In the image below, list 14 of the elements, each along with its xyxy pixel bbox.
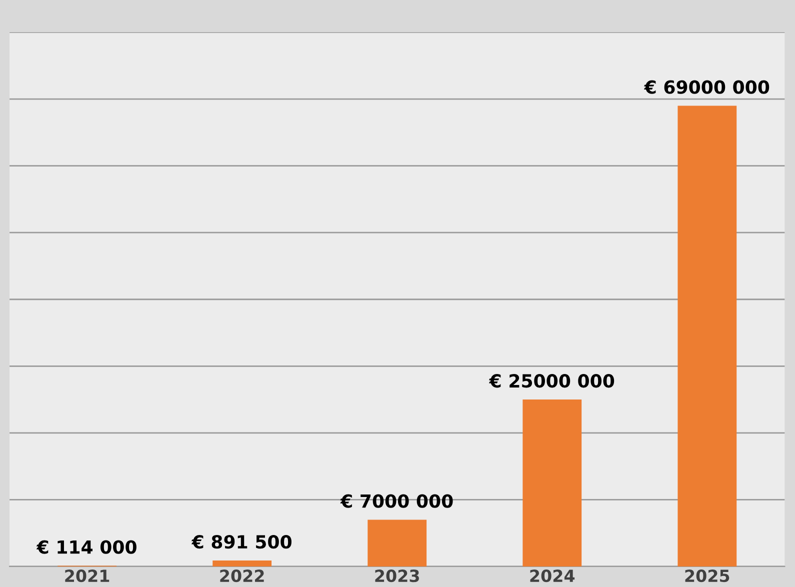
x-tick-label: 2025 [685, 570, 730, 582]
bar [212, 560, 272, 566]
bar [678, 106, 737, 566]
x-tick-label: 2024 [530, 570, 575, 582]
bar [368, 520, 427, 566]
x-tick-label: 2021 [65, 570, 110, 582]
data-label: € 891 500 [191, 535, 292, 549]
data-label: € 25000 000 [488, 374, 614, 388]
bar [522, 400, 582, 566]
data-label: € 114 000 [36, 540, 136, 554]
x-tick-label: 2022 [220, 570, 264, 582]
x-tick-label: 2023 [375, 570, 419, 582]
data-label: € 69000 000 [644, 80, 770, 94]
data-label: € 7000 000 [340, 494, 453, 508]
